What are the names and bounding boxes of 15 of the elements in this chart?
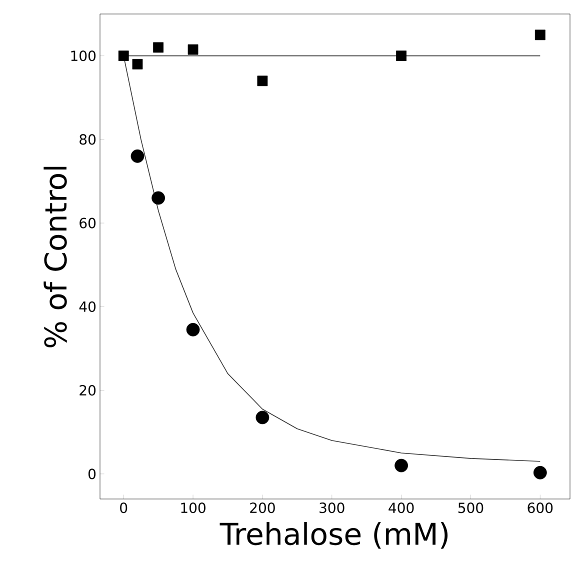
- x-tick-label: 0: [120, 502, 128, 514]
- y-tick-label: 20: [80, 384, 96, 396]
- x-axis-title: Trehalose (mM): [220, 522, 448, 549]
- y-tick-label: 80: [80, 134, 96, 145]
- x-tick-label: 200: [250, 502, 275, 514]
- x-tick-label: 100: [181, 502, 206, 514]
- y-tick-label: 60: [80, 218, 96, 228]
- x-tick-label: 600: [528, 502, 553, 514]
- x-tick-label: 400: [388, 502, 414, 514]
- y-tick-label: 40: [79, 301, 96, 312]
- x-tick-label: 300: [320, 502, 344, 514]
- y-tick-label: 100: [71, 50, 96, 62]
- y-axis-title: % of Control: [44, 166, 67, 348]
- x-tick-label: 500: [458, 502, 484, 514]
- y-tick-label: 0: [88, 468, 96, 480]
